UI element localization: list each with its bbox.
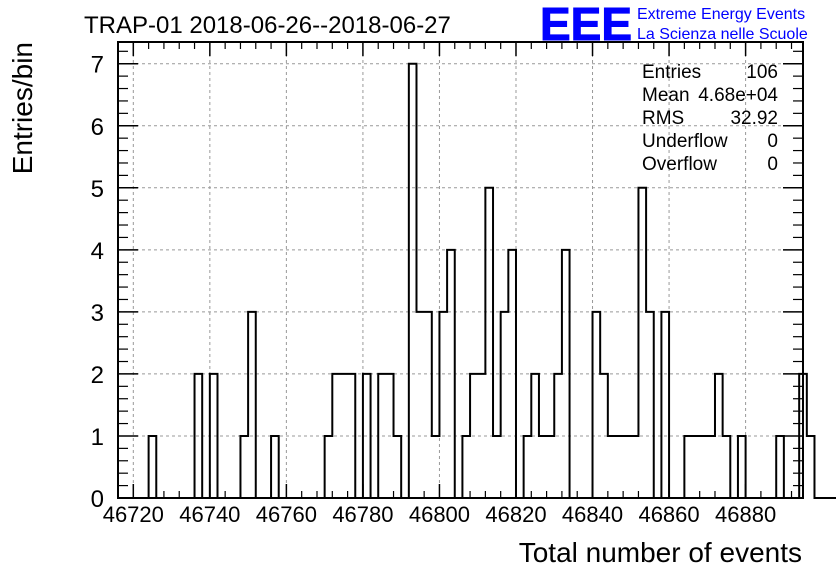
chart-title: TRAP-01 2018-06-26--2018-06-27 xyxy=(84,12,451,39)
stats-entries-label: Entries xyxy=(642,62,701,83)
y-tick-label: 5 xyxy=(91,176,104,203)
y-tick-label: 0 xyxy=(91,486,104,513)
y-tick-labels: 0 1 2 3 4 5 6 7 xyxy=(91,52,104,513)
x-tick-label: 46800 xyxy=(409,502,470,527)
y-axis-label: Entries/bin xyxy=(7,42,38,174)
x-tick-labels: 46720 46740 46760 46780 46800 46820 46840 46860… xyxy=(103,502,776,527)
y-tick-label: 2 xyxy=(91,362,104,389)
stats-mean-value: 4.68e+04 xyxy=(698,85,778,106)
x-tick-label: 46740 xyxy=(179,502,240,527)
x-tick-label: 46860 xyxy=(638,502,699,527)
x-tick-label: 46880 xyxy=(715,502,776,527)
eee-logo: EEE Extreme Energy Events La Scienza nel… xyxy=(540,0,808,51)
x-tick-label: 46840 xyxy=(562,502,623,527)
grid-lines xyxy=(118,42,803,498)
x-tick-label: 46820 xyxy=(485,502,546,527)
y-tick-label: 4 xyxy=(91,238,104,265)
stats-overflow-label: Overflow xyxy=(642,154,717,175)
x-axis-label: Total number of events xyxy=(519,537,802,568)
y-tick-label: 3 xyxy=(91,300,104,327)
plot-frame xyxy=(117,41,804,499)
stats-underflow-label: Underflow xyxy=(642,131,728,152)
stats-entries-value: 106 xyxy=(746,62,778,83)
eee-logo-line2: La Scienza nelle Scuole xyxy=(637,26,808,43)
stats-mean-label: Mean xyxy=(642,85,690,106)
x-tick-label: 46720 xyxy=(103,502,164,527)
y-tick-label: 6 xyxy=(91,114,104,141)
stats-rms-value: 32.92 xyxy=(730,108,778,129)
x-tick-label: 46760 xyxy=(256,502,317,527)
stats-box: Entries 106 Mean 4.68e+04 RMS 32.92 Unde… xyxy=(642,62,778,175)
x-tick-label: 46780 xyxy=(332,502,393,527)
eee-logo-mark: EEE xyxy=(540,0,632,50)
stats-underflow-value: 0 xyxy=(767,131,778,152)
eee-logo-line1: Extreme Energy Events xyxy=(637,6,805,23)
axis-ticks xyxy=(117,42,803,499)
y-tick-label: 1 xyxy=(91,424,104,451)
stats-rms-label: RMS xyxy=(642,108,684,129)
histogram-line xyxy=(118,62,836,499)
stats-overflow-value: 0 xyxy=(767,154,778,175)
y-tick-label: 7 xyxy=(91,52,104,79)
